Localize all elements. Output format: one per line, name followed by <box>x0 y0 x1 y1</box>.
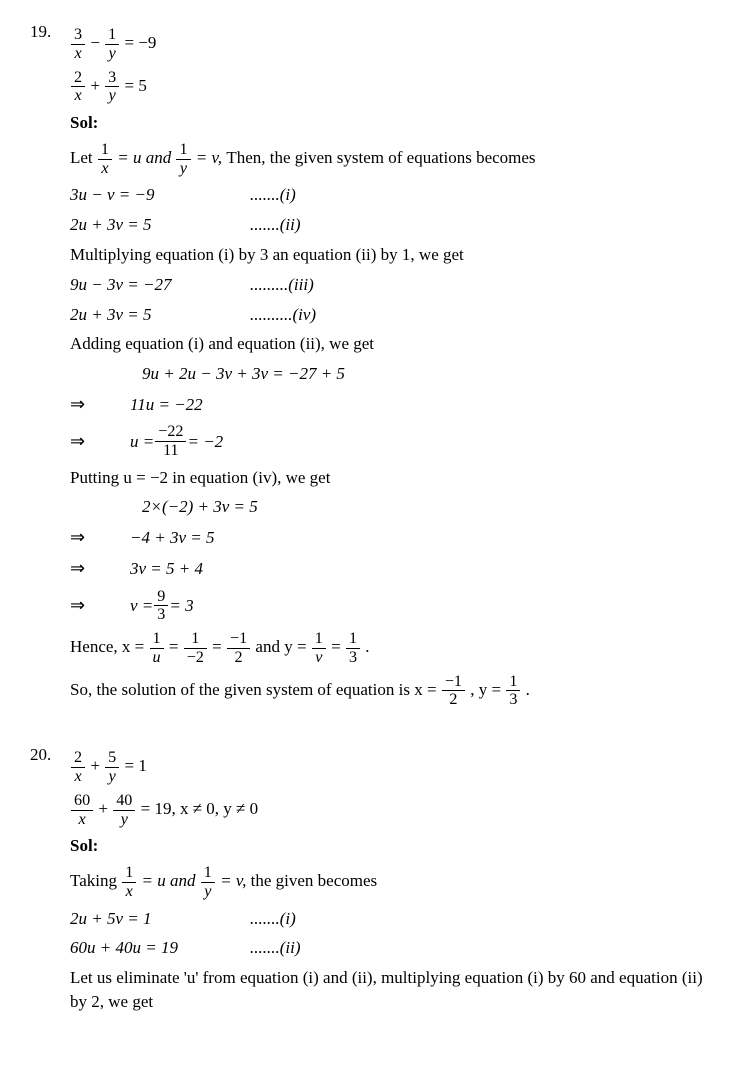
minus: − <box>90 33 104 52</box>
step-sub: 2×(−2) + 3v = 5 <box>70 495 722 519</box>
implies-icon: ⇒ <box>70 392 130 417</box>
let-substitution: Let 1x = u and 1y = v, Then, the given s… <box>70 141 722 178</box>
step-eq-i: 2u + 5v = 1 .......(i) <box>70 907 722 931</box>
problem-20: 20. 2x + 5y = 1 60x + 40y = 19, x ≠ 0, y… <box>30 743 722 1020</box>
equation-1: 3x − 1y = −9 <box>70 26 722 63</box>
plus: + <box>90 756 104 775</box>
plus: + <box>90 76 104 95</box>
implies-icon: ⇒ <box>70 556 130 581</box>
step-eq-iv: 2u + 3v = 5 ..........(iv) <box>70 303 722 327</box>
so-line: So, the solution of the given system of … <box>70 673 722 710</box>
hence-line: Hence, x = 1u = 1−2 = −12 and y = 1v = 1… <box>70 630 722 667</box>
putting-text: Putting u = −2 in equation (iv), we get <box>70 466 722 490</box>
step-eq-i: 3u − v = −9 .......(i) <box>70 183 722 207</box>
multiply-text: Multiplying equation (i) by 3 an equatio… <box>70 243 722 267</box>
step-eq-iii: 9u − 3v = −27 .........(iii) <box>70 273 722 297</box>
taking-substitution: Taking 1x = u and 1y = v, the given beco… <box>70 864 722 901</box>
problem-number: 20. <box>30 743 70 767</box>
step-sum: 9u + 2u − 3v + 3v = −27 + 5 <box>70 362 722 386</box>
implies-icon: ⇒ <box>70 429 130 454</box>
problem-19: 19. 3x − 1y = −9 2x + 3y = 5 Sol: Let 1x… <box>30 20 722 715</box>
problem-body: 2x + 5y = 1 60x + 40y = 19, x ≠ 0, y ≠ 0… <box>70 743 722 1020</box>
step-neg4: ⇒ −4 + 3v = 5 <box>70 525 722 550</box>
solution-label: Sol: <box>70 111 722 135</box>
step-eq-ii: 60u + 40u = 19 .......(ii) <box>70 936 722 960</box>
implies-icon: ⇒ <box>70 593 130 618</box>
step-u-value: ⇒ u = −2211 = −2 <box>70 423 722 460</box>
step-v-value: ⇒ v = 93 = 3 <box>70 588 722 625</box>
equation-1: 2x + 5y = 1 <box>70 749 722 786</box>
plus: + <box>98 799 112 818</box>
equation-2: 60x + 40y = 19, x ≠ 0, y ≠ 0 <box>70 792 722 829</box>
step-eq-ii: 2u + 3v = 5 .......(ii) <box>70 213 722 237</box>
eliminate-text: Let us eliminate 'u' from equation (i) a… <box>70 966 722 1014</box>
equation-2: 2x + 3y = 5 <box>70 69 722 106</box>
adding-text: Adding equation (i) and equation (ii), w… <box>70 332 722 356</box>
step-11u: ⇒ 11u = −22 <box>70 392 722 417</box>
implies-icon: ⇒ <box>70 525 130 550</box>
problem-number: 19. <box>30 20 70 44</box>
step-3v: ⇒ 3v = 5 + 4 <box>70 556 722 581</box>
solution-label: Sol: <box>70 834 722 858</box>
problem-body: 3x − 1y = −9 2x + 3y = 5 Sol: Let 1x = u… <box>70 20 722 715</box>
